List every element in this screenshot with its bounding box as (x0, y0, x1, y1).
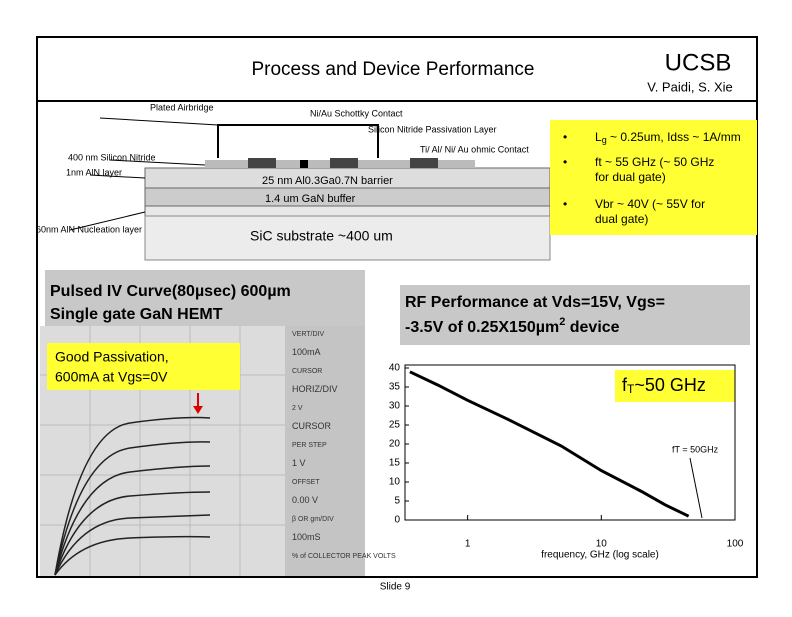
layer-label: SiC substrate ~400 um (250, 228, 393, 244)
layer-label: 1.4 um GaN buffer (265, 193, 356, 205)
annotation: fT = 50GHz (672, 444, 719, 454)
x-tick-label: 10 (596, 539, 608, 550)
device-label: Plated Airbridge (150, 102, 214, 112)
layer-label: 25 nm Al0.3Ga0.7N barrier (262, 175, 393, 187)
data-line (409, 370, 690, 518)
device-label: 60nm AlN Nucleation layer (36, 224, 142, 234)
bullet-text: ft ~ 55 GHz (~ 50 GHz for dual gate) (595, 155, 714, 184)
iv-title: Single gate GaN HEMT (50, 306, 223, 323)
callout: fT~50 GHz (622, 375, 706, 396)
y-tick-label: 40 (389, 363, 401, 374)
annotation-arrow (689, 457, 703, 519)
note: Good Passivation, (55, 349, 169, 365)
slide-border (36, 36, 758, 578)
panel-label: 100mA (292, 347, 321, 357)
panel-label: 1 V (292, 458, 306, 468)
text: ~ 0.25um, Idss ~ 1A/mm (607, 130, 741, 144)
text: ~50 GHz (634, 375, 706, 395)
text-line: dual gate) (595, 212, 648, 226)
text-line: for dual gate) (595, 170, 666, 184)
rf-title: RF Performance at Vds=15V, Vgs= (405, 294, 665, 311)
callout-box (615, 370, 735, 402)
title: Process and Device Performance (251, 59, 534, 80)
y-tick-label: 20 (389, 439, 401, 450)
text: -3.5V of 0.25X150µm (405, 319, 559, 336)
y-tick-label: 0 (394, 515, 400, 526)
text-line: ft ~ 55 GHz (~ 50 GHz (595, 155, 714, 169)
bullet-text: Vbr ~ 40V (~ 55V for dual gate) (595, 197, 705, 226)
panel-label: β OR gm/DIV (292, 516, 334, 523)
panel-label: PER STEP (292, 442, 327, 449)
device-label: Silicon Nitride Passivation Layer (368, 124, 497, 134)
panel-label: CURSOR (292, 368, 322, 375)
bullet: • (563, 130, 567, 144)
rf-title-box (400, 285, 750, 345)
text: device (565, 319, 619, 336)
text: T (627, 382, 635, 396)
text: 2 (559, 316, 565, 328)
note: 600mA at Vgs=0V (55, 369, 168, 385)
y-tick-label: 10 (389, 477, 401, 488)
panel-label: 0.00 V (292, 495, 318, 505)
panel-label: VERT/DIV (292, 331, 324, 338)
y-tick-label: 30 (389, 401, 401, 412)
y-tick-label: 15 (389, 458, 401, 469)
y-tick-label: 25 (389, 420, 401, 431)
device-label: Ni/Au Schottky Contact (310, 108, 403, 118)
device-image (69, 117, 551, 261)
device-label: 1nm AlN layer (66, 167, 122, 177)
panel-label: OFFSET (292, 479, 320, 486)
note-box (47, 343, 240, 390)
iv-title-box (45, 270, 365, 326)
bullet-text: Lg ~ 0.25um, Idss ~ 1A/mm (595, 130, 741, 145)
x-axis-label: frequency, GHz (log scale) (541, 550, 659, 561)
text: f (622, 375, 628, 395)
device-label: 400 nm Silicon Nitride (68, 152, 156, 162)
footer: Slide 9 (380, 582, 411, 593)
x-tick-label: 1 (465, 539, 471, 550)
iv-title: Pulsed IV Curve(80µsec) 600µm (50, 283, 291, 300)
panel-label: % of COLLECTOR PEAK VOLTS (292, 553, 396, 560)
device-label: Ti/ Al/ Ni/ Au ohmic Contact (420, 144, 529, 154)
y-tick-label: 5 (394, 496, 400, 507)
rf-title: -3.5V of 0.25X150µm2 device (405, 316, 620, 336)
bullet: • (563, 155, 567, 169)
text: g (602, 135, 607, 145)
authors: V. Paidi, S. Xie (647, 79, 733, 94)
plot-frame (404, 364, 736, 521)
panel-label: 100mS (292, 532, 321, 542)
panel-label: HORIZ/DIV (292, 384, 338, 394)
panel-label: CURSOR (292, 421, 332, 431)
panel-label: 2 V (292, 405, 303, 412)
x-tick-label: 100 (727, 539, 744, 550)
y-tick-label: 35 (389, 382, 401, 393)
org: UCSB (665, 49, 732, 76)
text: L (595, 130, 602, 144)
bullet: • (563, 197, 567, 211)
text-line: Vbr ~ 40V (~ 55V for (595, 197, 705, 211)
bullet-box (550, 120, 757, 235)
